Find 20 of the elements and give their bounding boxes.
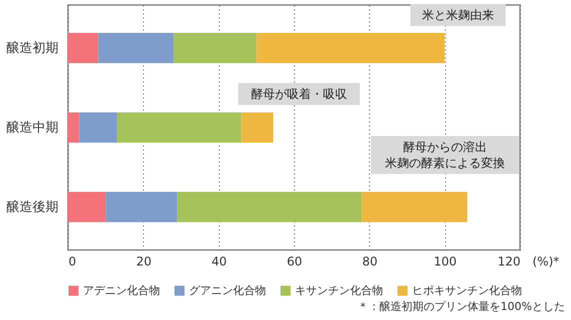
y-tick-label: 醸造中期 [6,120,58,136]
x-tick-label: 100 [434,254,457,268]
y-tick-label: 醸造後期 [6,199,58,216]
annotation: 酵母が吸着・吸収 [251,87,347,101]
legend-label: ヒポキサンチン化合物 [412,284,522,297]
annotation: 米と米麹由来 [422,8,494,22]
y-tick-label: 醸造初期 [6,40,58,56]
annotation: 酵母からの溶出 [403,140,487,154]
legend-label: アデニン化合物 [83,284,160,297]
legend-label: キサンチン化合物 [295,284,383,297]
x-tick-label: 80 [362,254,378,268]
x-tick-label: 120 [498,254,520,268]
text: ＊：醸造初期のプリン体量を100%とした [358,299,565,314]
legend-label: グアニン化合物 [189,284,266,297]
x-tick-label: 20 [136,254,152,268]
x-tick-label: 60 [286,254,302,268]
x-tick-label: 0 [68,254,76,268]
x-tick-label: 40 [212,254,227,268]
annotation: 米麹の酵素による変換 [385,156,505,170]
x-axis-title: (%)* [532,254,560,268]
